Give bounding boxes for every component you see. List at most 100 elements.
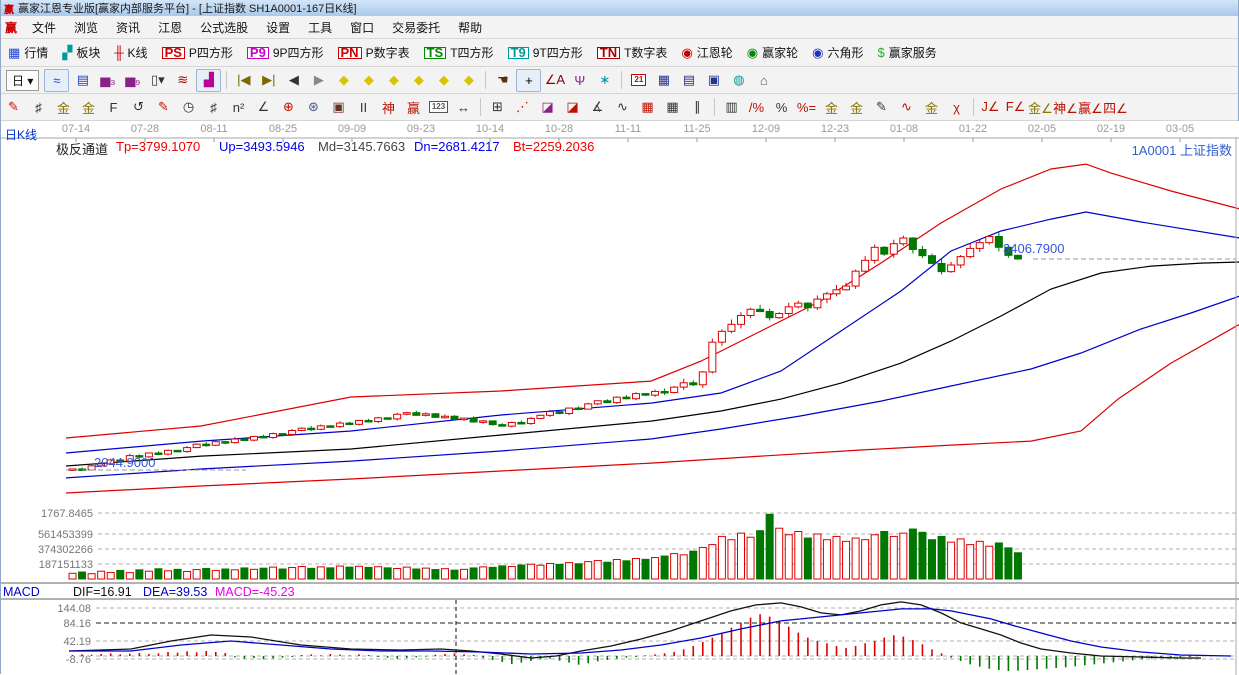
menu-item-9[interactable]: 帮助 <box>458 20 483 35</box>
web-data-button[interactable]: ◍ <box>733 72 745 87</box>
tool-hexagon[interactable]: ◉ 六角形 <box>805 42 870 63</box>
info-panel-icon[interactable]: ▤ <box>76 72 89 87</box>
draw-pen-red-button[interactable]: ✎ <box>8 99 19 114</box>
gold-angle-button[interactable]: 金∠ <box>1028 100 1053 116</box>
nav-prev-button[interactable]: ◀ <box>288 72 299 87</box>
volume-bar <box>269 566 278 580</box>
crosshair-button[interactable]: + <box>516 68 542 92</box>
notes-button[interactable]: ▤ <box>682 72 695 87</box>
nav-last-button[interactable]: ▶| <box>262 72 276 87</box>
save-button[interactable]: ▣ <box>707 72 720 87</box>
candle-style-dropdown[interactable]: ▯▾ <box>151 72 165 87</box>
percent-levels-button[interactable]: %= <box>796 99 817 115</box>
draw-compass-box-button[interactable]: ▣ <box>332 99 345 114</box>
draw-gold-gauge1-button[interactable]: 金 <box>56 100 70 116</box>
menu-item-0[interactable]: 文件 <box>32 20 57 35</box>
kline-chart-svg[interactable]: 07-14 07-28 08-11 08-25 09-09 09-23 10-14 10-28… <box>1 121 1239 675</box>
count-bars-button[interactable]: ▥ <box>725 99 738 114</box>
diamond-fit-button[interactable]: ◆ <box>463 72 474 87</box>
percent-button[interactable]: % <box>775 99 788 115</box>
draw-tick-ruler-button[interactable]: ♯ <box>210 99 217 115</box>
tool-9p-square[interactable]: P9 9P四方形 <box>240 42 331 63</box>
tool-p-square[interactable]: PS P四方形 <box>155 42 240 63</box>
menu-item-2[interactable]: 资讯 <box>116 20 141 35</box>
draw-fan-box-purple-button[interactable]: ◪ <box>541 99 554 114</box>
menu-item-1[interactable]: 浏览 <box>74 20 99 35</box>
menu-item-4[interactable]: 公式选股 <box>200 20 249 35</box>
j-angle-button[interactable]: J∠ <box>981 99 1000 114</box>
draw-compass-grid-button[interactable]: ⊛ <box>308 99 319 114</box>
draw-zigzag-button[interactable]: ∿ <box>617 99 628 114</box>
tool-9t-square[interactable]: T9 9T四方形 <box>501 42 590 63</box>
draw-rect-grid-button[interactable]: ⊞ <box>492 99 503 114</box>
shen-angle-button[interactable]: 神∠ <box>1053 100 1078 116</box>
menu-item-6[interactable]: 工具 <box>308 20 333 35</box>
draw-f-gauge-button[interactable]: F <box>109 99 118 115</box>
draw-ruler123-button[interactable]: 123 <box>427 97 450 118</box>
draw-ying-gauge-button[interactable]: 赢 <box>406 100 420 116</box>
f-angle-button[interactable]: F∠ <box>1005 99 1026 114</box>
calendar-button[interactable]: 21 <box>627 70 650 91</box>
remote-pc-button[interactable]: ⌂ <box>759 72 768 88</box>
wave-red-button[interactable]: ∿ <box>901 99 912 114</box>
si-angle-button[interactable]: 四∠ <box>1103 100 1128 116</box>
brush-black-button[interactable]: ✎ <box>876 99 887 114</box>
period-day-dropdown[interactable]: 日 ▾ <box>6 69 40 91</box>
x-pattern-button[interactable]: χ <box>953 99 960 115</box>
angle-measure-button[interactable]: ∠A <box>544 72 566 87</box>
diamond-center-button[interactable]: ◆ <box>413 72 424 87</box>
draw-dial-gauge-button[interactable]: ◷ <box>182 99 195 114</box>
tool-t-square[interactable]: TS T四方形 <box>417 42 501 63</box>
histogram-style-icon[interactable]: ▟ <box>196 68 222 92</box>
menu-item-8[interactable]: 交易委托 <box>392 20 441 35</box>
ying-angle-button[interactable]: 赢∠ <box>1078 100 1103 116</box>
calculator-button[interactable]: ▦ <box>657 72 670 87</box>
pan-hand-button[interactable]: ☚ <box>497 72 509 87</box>
gann-box-button[interactable]: Ψ <box>574 72 586 88</box>
draw-shen-gauge-button[interactable]: 神 <box>381 100 395 116</box>
kline-pattern-icon[interactable]: ≋ <box>177 72 189 87</box>
tool-kline[interactable]: ╫ K线 <box>107 42 154 63</box>
menu-item-7[interactable]: 窗口 <box>350 20 375 35</box>
draw-fan-box-red-button[interactable]: ◪ <box>566 99 579 114</box>
draw-fan-red-button[interactable]: ⋰ <box>516 99 529 114</box>
diamond-right-button[interactable]: ◆ <box>363 72 374 87</box>
menu-item-5[interactable]: 设置 <box>266 20 291 35</box>
draw-n2-gauge-button[interactable]: n² <box>232 99 245 115</box>
volume-bar <box>479 566 488 580</box>
tool-quotes[interactable]: ▦ 行情 <box>1 42 55 63</box>
gold-levels-button[interactable]: 金 <box>849 100 863 116</box>
draw-spiral-gauge-button[interactable]: ↺ <box>133 99 144 114</box>
gold-circle-button[interactable]: 金 <box>824 100 838 116</box>
draw-span-arrow-button[interactable]: ↔ <box>457 99 470 115</box>
tool-winner-wheel[interactable]: ◉ 赢家轮 <box>740 42 805 63</box>
gold-underline-button[interactable]: 金 <box>924 100 938 116</box>
bars-3-icon[interactable]: ▅₃ <box>100 72 116 87</box>
draw-angle-gauge-button[interactable]: ∠ <box>257 99 270 114</box>
tool-p-table[interactable]: PN P数字表 <box>331 42 417 63</box>
draw-compass-red-button[interactable]: ⊕ <box>283 99 294 114</box>
draw-grid-dark-button[interactable]: ▦ <box>666 99 679 114</box>
diamond-expand-button[interactable]: ◆ <box>438 72 449 87</box>
draw-parallel-button[interactable]: ∥ <box>694 99 701 114</box>
percent-fan-button[interactable]: /% <box>748 99 765 115</box>
tool-sectors[interactable]: ▞ 板块 <box>55 42 107 63</box>
wave-tool-button[interactable]: ∗ <box>599 72 611 87</box>
tool-t-table[interactable]: TN T数字表 <box>590 42 675 63</box>
diamond-hswap-button[interactable]: ◆ <box>388 72 399 87</box>
volume-bar <box>288 567 297 580</box>
draw-gold-gauge2-button[interactable]: 金 <box>81 100 95 116</box>
draw-grid-red-button[interactable]: ▦ <box>641 99 654 114</box>
menu-item-3[interactable]: 江恩 <box>158 20 183 35</box>
map-view-icon[interactable]: ≈ <box>44 68 70 92</box>
tool-winner-service[interactable]: $ 赢家服务 <box>871 42 944 63</box>
draw-marker-red-button[interactable]: ✎ <box>158 99 169 114</box>
bars-9-icon[interactable]: ▅₉ <box>125 72 141 87</box>
tool-gann-wheel[interactable]: ◉ 江恩轮 <box>674 42 739 63</box>
draw-comb-ruler-button[interactable]: ♯ <box>35 99 42 115</box>
nav-first-button[interactable]: |◀ <box>237 72 251 87</box>
draw-trend-angles-button[interactable]: ∡ <box>591 99 604 114</box>
nav-next-button[interactable]: ▶ <box>313 72 324 87</box>
draw-quote-ruler-button[interactable]: II <box>359 99 368 115</box>
diamond-left-button[interactable]: ◆ <box>338 72 349 87</box>
